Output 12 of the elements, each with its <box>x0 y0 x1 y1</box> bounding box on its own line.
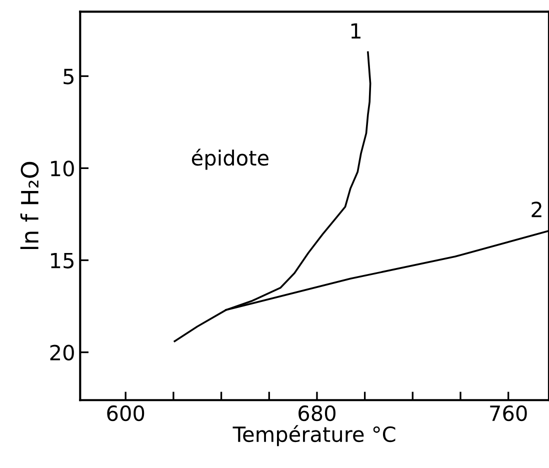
y-tick-label: 15 <box>51 252 74 268</box>
x-tick-label: 600 <box>107 405 144 422</box>
annotation: épidote <box>192 148 268 170</box>
x-tick-label: 680 <box>298 405 336 422</box>
y-tick-label: 10 <box>51 160 74 176</box>
y-tick-label: 20 <box>50 344 74 360</box>
x-tick-label: 760 <box>490 405 527 422</box>
y-axis-title: ln f H₂O <box>20 162 39 250</box>
y-tick-label: 5 <box>64 68 74 84</box>
annotation: 1 <box>351 23 360 39</box>
x-axis-title: Température °C <box>232 425 396 446</box>
annotation: 2 <box>532 202 542 218</box>
